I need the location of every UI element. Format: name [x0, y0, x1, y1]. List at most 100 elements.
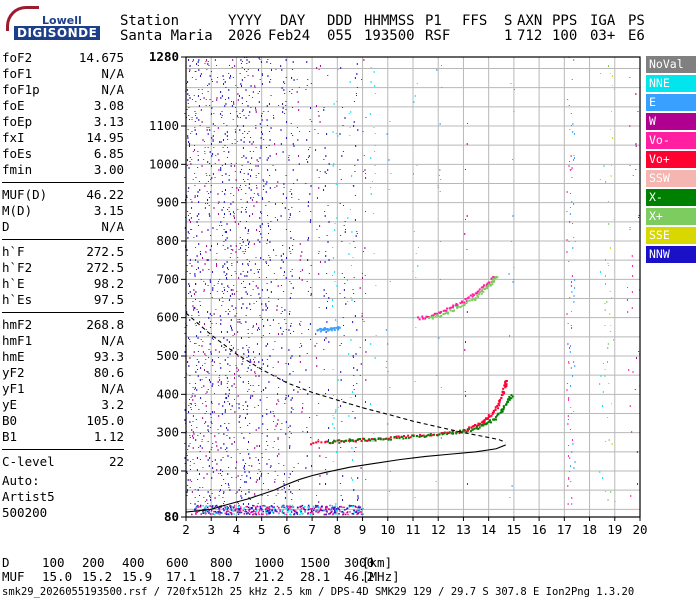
es-echo-dot	[272, 506, 274, 509]
noise-dot	[245, 157, 247, 159]
noise-dot	[222, 265, 224, 267]
param-value: 93.3	[93, 349, 124, 364]
noise-dot	[220, 425, 222, 427]
noise-dot	[287, 427, 289, 428]
noise-dot	[570, 285, 572, 287]
noise-dot	[316, 105, 318, 107]
es-echo-dot	[304, 510, 306, 512]
noise-dot	[184, 457, 186, 459]
es-echo-dot	[270, 510, 272, 512]
noise-dot	[335, 409, 337, 411]
noise-dot	[225, 397, 227, 399]
noise-dot	[211, 137, 213, 139]
noise-dot	[199, 379, 201, 381]
noise-dot	[307, 205, 309, 207]
noise-dot	[246, 71, 248, 72]
noise-dot	[276, 185, 278, 187]
noise-dot	[242, 303, 244, 305]
param-row: fxI 14.95	[2, 130, 124, 146]
noise-dot	[283, 291, 285, 292]
noise-dot	[289, 215, 291, 216]
param-row: hmF1 N/A	[2, 333, 124, 349]
noise-dot	[604, 369, 606, 370]
noise-dot	[352, 357, 354, 358]
param-row: foEs 6.85	[2, 146, 124, 162]
noise-dot	[348, 415, 350, 417]
noise-dot	[310, 295, 312, 296]
noise-dot	[223, 83, 225, 85]
es-echo-dot	[315, 510, 317, 513]
noise-dot	[267, 169, 269, 171]
trace-point	[498, 404, 501, 407]
trace-point	[456, 307, 459, 310]
noise-dot	[283, 89, 285, 91]
noise-dot	[254, 107, 256, 109]
es-echo-dot	[204, 512, 206, 514]
param-row: foE 3.08	[2, 98, 124, 114]
es-echo-dot	[226, 510, 229, 512]
trace-point	[496, 276, 499, 279]
noise-dot	[601, 405, 603, 407]
noise-dot	[256, 367, 258, 368]
es-echo-dot	[233, 504, 236, 507]
noise-dot	[242, 263, 244, 265]
noise-dot	[212, 339, 214, 340]
noise-dot	[209, 279, 211, 281]
trace-point	[483, 419, 486, 422]
header-label-4: HHMMSS	[364, 13, 415, 29]
noise-dot	[241, 475, 243, 476]
noise-dot	[359, 375, 361, 376]
noise-dot	[214, 497, 216, 499]
noise-dot	[230, 457, 232, 458]
noise-dot	[309, 119, 311, 120]
noise-dot	[306, 431, 308, 433]
noise-dot	[363, 321, 365, 322]
es-echo-dot	[326, 510, 328, 512]
noise-dot	[189, 375, 191, 376]
noise-dot	[243, 287, 245, 288]
es-echo-dot	[248, 513, 251, 515]
noise-dot	[289, 311, 291, 312]
x-tick-label: 9	[359, 522, 367, 537]
es-echo-dot	[292, 506, 295, 508]
legend-item-e: E	[646, 94, 696, 112]
noise-dot	[228, 341, 230, 343]
noise-dot	[260, 213, 262, 214]
es-echo-dot	[211, 506, 214, 508]
noise-dot	[253, 243, 255, 245]
noise-dot	[357, 499, 359, 501]
trace-point	[492, 276, 495, 279]
noise-dot	[202, 487, 204, 488]
noise-dot	[218, 377, 220, 378]
noise-dot	[216, 291, 218, 292]
noise-dot	[244, 131, 246, 132]
noise-dot	[247, 239, 249, 241]
trace-point	[335, 326, 338, 329]
noise-dot	[229, 437, 231, 439]
noise-dot	[290, 253, 292, 254]
noise-dot	[288, 159, 290, 161]
noise-dot	[266, 413, 268, 415]
noise-dot	[232, 201, 234, 203]
trace-point	[502, 405, 505, 408]
noise-dot	[261, 473, 263, 475]
es-echo-dot	[323, 513, 326, 516]
noise-dot	[573, 467, 575, 469]
noise-dot	[231, 265, 233, 266]
noise-dot	[238, 223, 240, 225]
noise-dot	[191, 201, 193, 203]
noise-dot	[187, 137, 189, 139]
noise-dot	[234, 129, 236, 130]
noise-dot	[218, 415, 220, 417]
param-name: h`F2	[2, 260, 33, 275]
noise-dot	[635, 143, 637, 145]
noise-dot	[233, 195, 235, 196]
noise-dot	[223, 503, 225, 504]
noise-dot	[192, 459, 194, 460]
noise-dot	[328, 427, 330, 429]
noise-dot	[246, 409, 248, 410]
noise-dot	[290, 133, 292, 134]
noise-dot	[335, 503, 337, 505]
noise-dot	[218, 201, 220, 203]
noise-dot	[223, 479, 225, 480]
